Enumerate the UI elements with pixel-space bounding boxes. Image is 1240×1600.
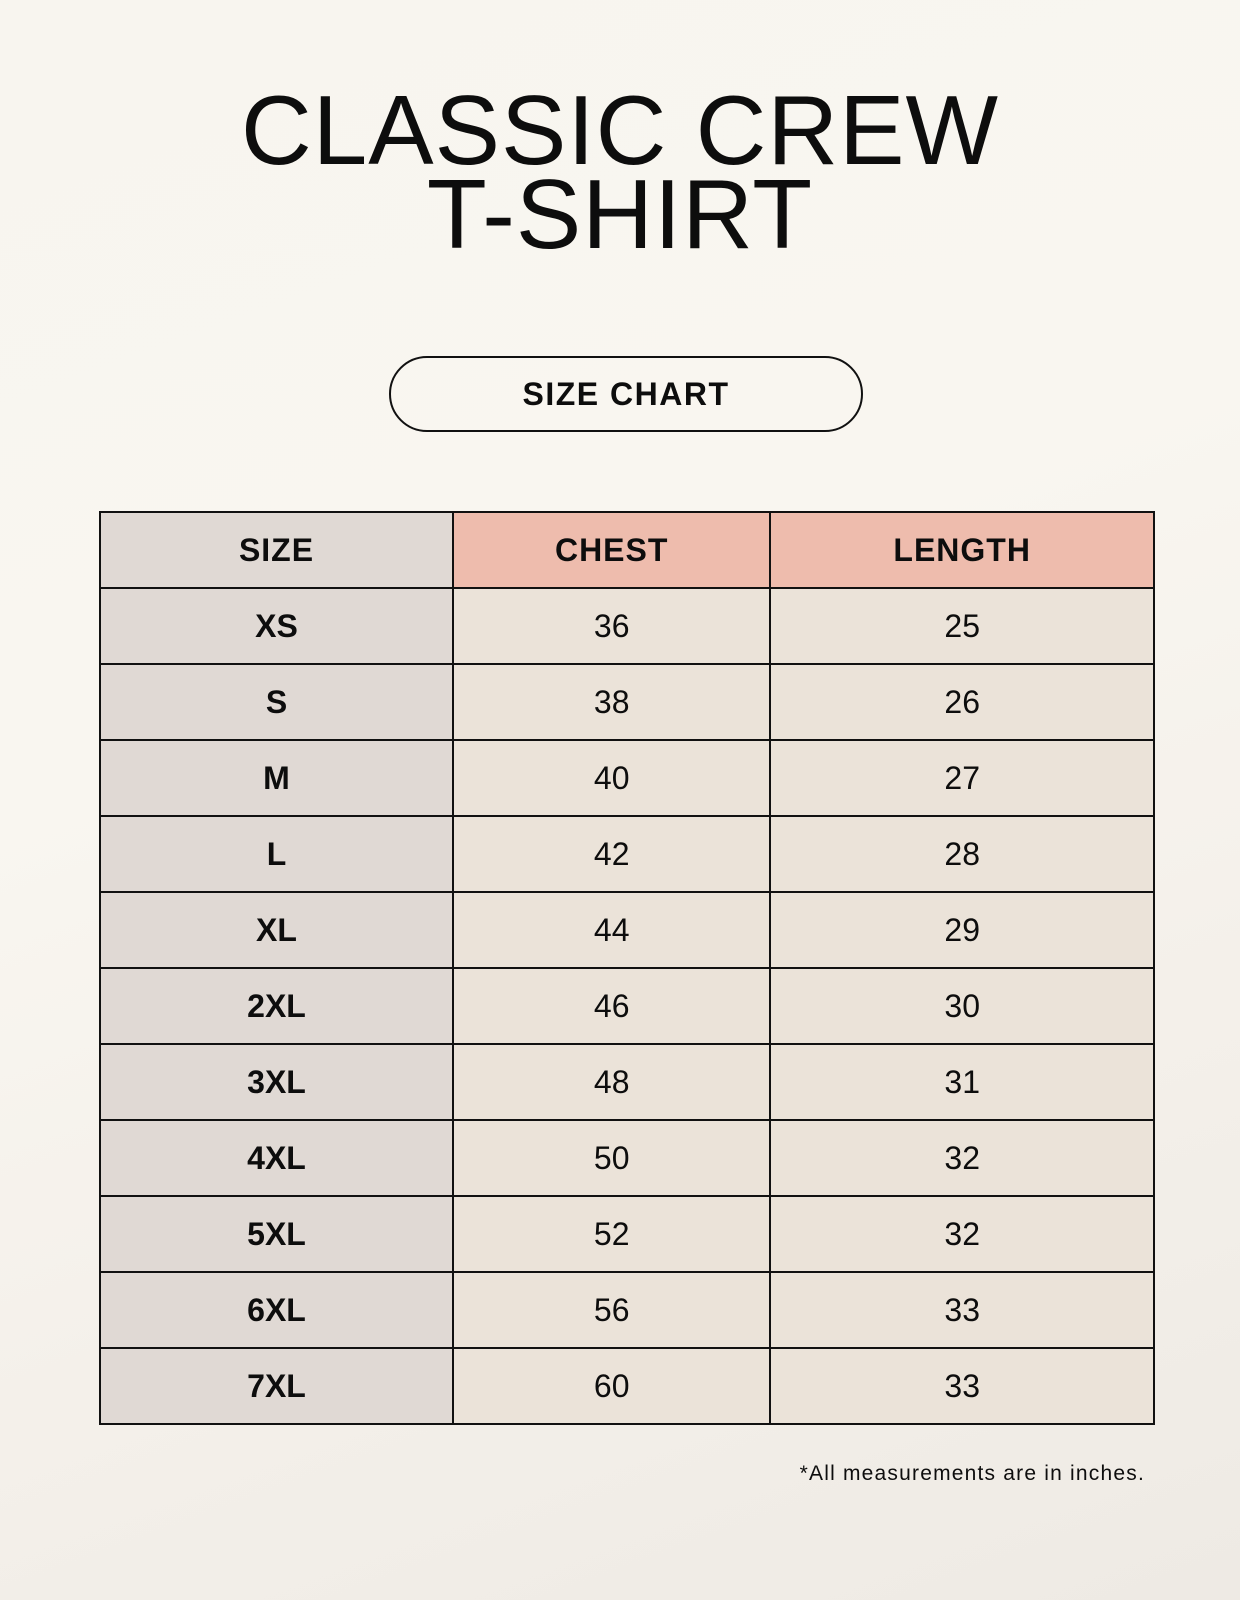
- cell-chest: 38: [451, 663, 772, 741]
- table-header-row: SIZE CHEST LENGTH: [99, 511, 1155, 589]
- cell-size: 6XL: [99, 1271, 454, 1349]
- cell-length: 28: [769, 815, 1155, 893]
- table-row: 7XL 60 33: [99, 1347, 1155, 1425]
- cell-size: M: [99, 739, 454, 817]
- page-title: CLASSIC CREW T-SHIRT: [0, 75, 1240, 269]
- cell-chest: 36: [451, 587, 772, 665]
- table-row: S 38 26: [99, 663, 1155, 741]
- cell-size: L: [99, 815, 454, 893]
- table-row: M 40 27: [99, 739, 1155, 817]
- cell-size: 4XL: [99, 1119, 454, 1197]
- cell-chest: 44: [451, 891, 772, 969]
- cell-chest: 50: [451, 1119, 772, 1197]
- table-row: 2XL 46 30: [99, 967, 1155, 1045]
- cell-chest: 42: [451, 815, 772, 893]
- cell-length: 32: [769, 1119, 1155, 1197]
- table-row: 4XL 50 32: [99, 1119, 1155, 1197]
- size-chart-label: SIZE CHART: [389, 356, 863, 432]
- cell-size: XS: [99, 587, 454, 665]
- title-line-2: T-SHIRT: [426, 159, 814, 269]
- cell-chest: 48: [451, 1043, 772, 1121]
- table-row: XL 44 29: [99, 891, 1155, 969]
- cell-size: 5XL: [99, 1195, 454, 1273]
- cell-size: S: [99, 663, 454, 741]
- cell-length: 26: [769, 663, 1155, 741]
- cell-length: 27: [769, 739, 1155, 817]
- cell-length: 32: [769, 1195, 1155, 1273]
- cell-size: 2XL: [99, 967, 454, 1045]
- cell-chest: 46: [451, 967, 772, 1045]
- cell-length: 31: [769, 1043, 1155, 1121]
- cell-length: 29: [769, 891, 1155, 969]
- cell-chest: 52: [451, 1195, 772, 1273]
- table-row: XS 36 25: [99, 587, 1155, 665]
- cell-chest: 40: [451, 739, 772, 817]
- cell-size: XL: [99, 891, 454, 969]
- cell-size: 3XL: [99, 1043, 454, 1121]
- header-chest: CHEST: [451, 511, 772, 589]
- table-row: L 42 28: [99, 815, 1155, 893]
- cell-length: 30: [769, 967, 1155, 1045]
- cell-length: 33: [769, 1271, 1155, 1349]
- table-row: 5XL 52 32: [99, 1195, 1155, 1273]
- cell-chest: 56: [451, 1271, 772, 1349]
- cell-chest: 60: [451, 1347, 772, 1425]
- title-line-1: CLASSIC CREW: [240, 75, 999, 185]
- header-size: SIZE: [99, 511, 454, 589]
- cell-size: 7XL: [99, 1347, 454, 1425]
- table-row: 6XL 56 33: [99, 1271, 1155, 1349]
- cell-length: 33: [769, 1347, 1155, 1425]
- header-length: LENGTH: [769, 511, 1155, 589]
- size-table: SIZE CHEST LENGTH XS 36 25 S 38 26 M 40 27 L 42 28 X…: [99, 511, 1155, 1425]
- footnote: *All measurements are in inches.: [799, 1462, 1145, 1485]
- table-row: 3XL 48 31: [99, 1043, 1155, 1121]
- cell-length: 25: [769, 587, 1155, 665]
